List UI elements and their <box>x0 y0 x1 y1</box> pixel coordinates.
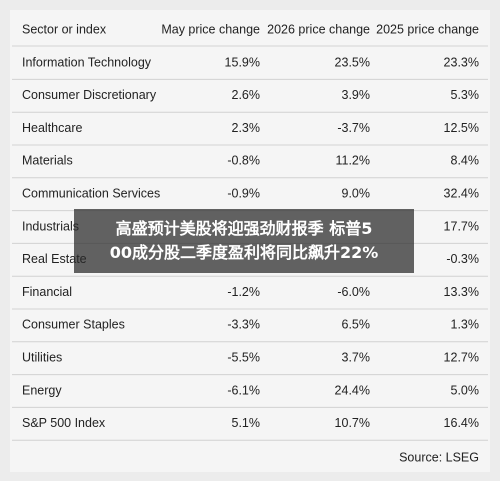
sector-name: Consumer Discretionary <box>22 88 157 102</box>
price-change: 23.3% <box>444 55 479 69</box>
sector-name: S&P 500 Index <box>22 416 106 430</box>
headline-line: 00成分股二季度盈利将同比飙升22% <box>109 243 379 262</box>
header-cell: May price change <box>161 22 260 36</box>
source-note: Source: LSEG <box>399 450 479 464</box>
sector-name: Materials <box>22 154 73 168</box>
sector-name: Energy <box>22 383 62 397</box>
price-change: 17.7% <box>444 219 479 233</box>
price-change: -3.3% <box>227 318 260 332</box>
price-change: 10.7% <box>335 416 370 430</box>
price-change: 1.3% <box>451 318 480 332</box>
headline-line: 高盛预计美股将迎强劲财报季 标普5 <box>115 219 373 238</box>
sector-name: Communication Services <box>22 186 160 200</box>
price-change: 6.5% <box>342 318 371 332</box>
price-change: 3.9% <box>342 88 371 102</box>
price-change: 5.1% <box>232 416 261 430</box>
sector-name: Information Technology <box>22 55 152 69</box>
sector-name: Utilities <box>22 350 62 364</box>
price-change: -0.8% <box>227 154 260 168</box>
header-cell: Sector or index <box>22 22 107 36</box>
sector-name: Consumer Staples <box>22 318 125 332</box>
price-change: 2.6% <box>232 88 261 102</box>
price-change: 24.4% <box>335 383 370 397</box>
sector-name: Real Estate <box>22 252 87 266</box>
price-change: 2.3% <box>232 121 261 135</box>
price-change: 15.9% <box>225 55 260 69</box>
header-cell: 2025 price change <box>376 22 479 36</box>
price-change: -1.2% <box>227 285 260 299</box>
price-change: 5.3% <box>451 88 480 102</box>
price-change: 23.5% <box>335 55 370 69</box>
price-change: -0.3% <box>446 252 479 266</box>
price-change: -0.9% <box>227 186 260 200</box>
price-change: -6.0% <box>337 285 370 299</box>
header-cell: 2026 price change <box>267 22 370 36</box>
price-change: 16.4% <box>444 416 479 430</box>
price-change: 3.7% <box>342 350 371 364</box>
price-change: 12.5% <box>444 121 479 135</box>
price-change: -6.1% <box>227 383 260 397</box>
sector-name: Financial <box>22 285 72 299</box>
sector-name: Industrials <box>22 219 79 233</box>
price-change: 32.4% <box>444 186 479 200</box>
price-change: 8.4% <box>451 154 480 168</box>
price-change: 9.0% <box>342 186 371 200</box>
price-change: 5.0% <box>451 383 480 397</box>
price-change: 13.3% <box>444 285 479 299</box>
price-change: 11.2% <box>335 154 370 168</box>
headline-overlay: 高盛预计美股将迎强劲财报季 标普5 00成分股二季度盈利将同比飙升22% <box>74 209 414 273</box>
price-change: -3.7% <box>337 121 370 135</box>
sector-name: Healthcare <box>22 121 82 135</box>
price-change: -5.5% <box>227 350 260 364</box>
price-change: 12.7% <box>444 350 479 364</box>
